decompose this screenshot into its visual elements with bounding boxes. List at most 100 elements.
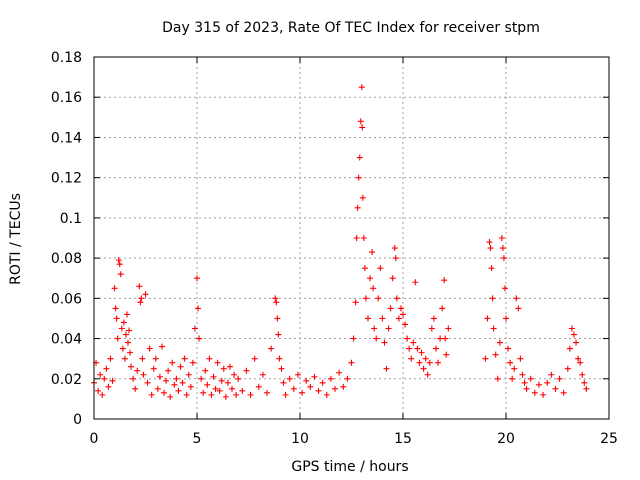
y-tick-label: 0.18 bbox=[51, 50, 82, 66]
data-point bbox=[501, 285, 508, 292]
data-point bbox=[482, 355, 489, 362]
data-point bbox=[573, 339, 580, 346]
data-point bbox=[278, 365, 285, 372]
data-point bbox=[226, 363, 233, 370]
data-point bbox=[290, 385, 297, 392]
data-point bbox=[540, 391, 547, 398]
x-tick-label: 15 bbox=[394, 431, 412, 447]
data-point bbox=[116, 261, 123, 268]
data-point bbox=[107, 355, 114, 362]
data-point bbox=[488, 265, 495, 272]
data-point bbox=[575, 355, 582, 362]
data-point bbox=[568, 325, 575, 332]
data-point bbox=[332, 385, 339, 392]
data-point bbox=[247, 391, 254, 398]
data-point bbox=[152, 355, 159, 362]
data-point bbox=[307, 383, 314, 390]
data-point bbox=[505, 345, 512, 352]
y-tick-label: 0.16 bbox=[51, 90, 82, 106]
data-point bbox=[175, 387, 182, 394]
data-point bbox=[426, 359, 433, 366]
data-point bbox=[148, 391, 155, 398]
data-point bbox=[123, 311, 130, 318]
data-point bbox=[364, 315, 371, 322]
x-tick-label: 25 bbox=[600, 431, 618, 447]
data-point bbox=[535, 381, 542, 388]
data-point bbox=[154, 385, 161, 392]
data-point bbox=[560, 389, 567, 396]
data-point bbox=[231, 371, 238, 378]
data-point bbox=[130, 375, 137, 382]
data-point bbox=[564, 365, 571, 372]
data-point bbox=[138, 295, 145, 302]
axis-ticks bbox=[93, 56, 610, 420]
data-point bbox=[243, 367, 250, 374]
data-point bbox=[264, 389, 271, 396]
y-tick-label: 0.08 bbox=[51, 251, 82, 267]
data-point bbox=[357, 118, 364, 125]
data-point bbox=[222, 393, 229, 400]
data-point bbox=[179, 379, 186, 386]
data-point bbox=[408, 355, 415, 362]
data-point bbox=[229, 385, 236, 392]
data-point bbox=[191, 325, 198, 332]
data-point bbox=[395, 315, 402, 322]
data-point bbox=[498, 235, 505, 241]
data-point bbox=[496, 339, 503, 346]
data-point bbox=[385, 325, 392, 332]
data-point bbox=[126, 327, 133, 334]
data-point bbox=[120, 319, 127, 326]
data-point bbox=[344, 375, 351, 382]
data-point bbox=[220, 365, 227, 372]
data-point bbox=[97, 371, 104, 378]
data-point bbox=[577, 359, 584, 366]
data-point bbox=[377, 265, 384, 272]
data-point bbox=[410, 339, 417, 346]
data-point bbox=[442, 335, 449, 342]
data-point bbox=[140, 371, 147, 378]
data-point bbox=[383, 365, 390, 372]
data-point bbox=[239, 387, 246, 394]
data-point bbox=[150, 365, 157, 372]
data-point bbox=[362, 295, 369, 302]
data-point bbox=[509, 375, 516, 382]
data-point bbox=[259, 371, 266, 378]
data-point bbox=[161, 389, 168, 396]
data-point bbox=[369, 249, 376, 256]
data-point bbox=[294, 371, 301, 378]
data-point bbox=[127, 349, 134, 356]
data-point bbox=[521, 379, 528, 386]
data-point bbox=[137, 299, 144, 306]
data-point bbox=[387, 305, 394, 312]
data-point bbox=[198, 375, 205, 382]
data-point bbox=[118, 325, 125, 332]
data-point bbox=[280, 379, 287, 386]
data-point bbox=[282, 391, 289, 398]
data-point bbox=[503, 315, 509, 322]
data-point bbox=[348, 359, 355, 366]
data-point bbox=[389, 275, 396, 282]
data-point bbox=[194, 275, 200, 282]
data-point bbox=[393, 295, 400, 302]
x-tick-label: 10 bbox=[291, 431, 309, 447]
data-point bbox=[268, 345, 275, 352]
data-point bbox=[430, 315, 437, 322]
data-point bbox=[156, 373, 163, 380]
data-point bbox=[355, 174, 362, 181]
data-point bbox=[212, 385, 219, 392]
data-point bbox=[101, 375, 108, 382]
data-point bbox=[359, 194, 366, 201]
data-point bbox=[566, 345, 573, 352]
data-point bbox=[445, 325, 452, 332]
data-point bbox=[139, 355, 146, 362]
data-point bbox=[406, 345, 413, 352]
data-point bbox=[255, 383, 262, 390]
data-point bbox=[113, 315, 120, 322]
data-point bbox=[513, 295, 520, 302]
data-points bbox=[91, 84, 590, 400]
data-point bbox=[443, 351, 450, 358]
data-point bbox=[117, 271, 124, 278]
data-point bbox=[319, 379, 326, 386]
data-point bbox=[206, 355, 213, 362]
data-point bbox=[109, 377, 116, 384]
